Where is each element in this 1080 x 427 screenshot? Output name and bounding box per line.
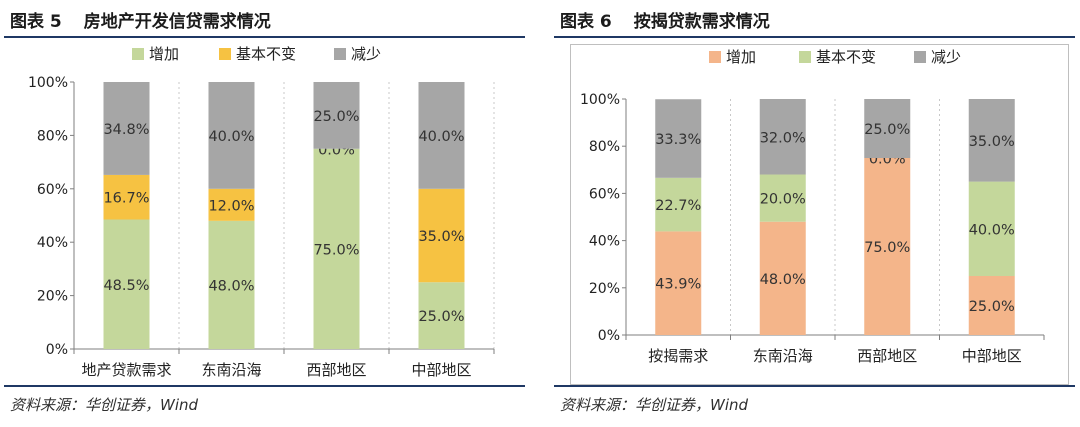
- legend-swatch: [132, 48, 144, 60]
- data-label: 33.3%: [655, 132, 701, 148]
- legend-label: 增加: [726, 48, 756, 66]
- bar-segment: [418, 82, 465, 189]
- category-label: 地产贷款需求: [81, 361, 171, 379]
- bar-segment: [655, 99, 702, 178]
- data-label: 40.0%: [969, 222, 1015, 238]
- chart-panel-right: 图表 6 按揭贷款需求情况 0% 20% 40% 60% 80% 100% 43.9% 22.7…: [554, 0, 1075, 427]
- bar-segment: [103, 82, 150, 175]
- bar-segment: [968, 276, 1015, 335]
- bar-segment: [418, 188, 465, 283]
- bar-segment: [103, 219, 150, 349]
- category-label: 西部地区: [857, 347, 917, 365]
- data-label: 43.9%: [655, 277, 701, 293]
- data-label: 48.0%: [208, 278, 254, 294]
- bar-segment: [759, 174, 806, 222]
- title-rule: [4, 36, 525, 38]
- figure-title-text: 按揭贷款需求情况: [633, 12, 770, 32]
- legend-label: 减少: [351, 45, 381, 63]
- y-tick-label: 0%: [46, 342, 68, 358]
- bar-segment: [968, 99, 1015, 182]
- stacked-bar-chart-right: 0% 20% 40% 60% 80% 100% 43.9% 22.7% 33.3% 按揭需求 48.…: [580, 48, 1045, 365]
- bar-segment: [968, 181, 1015, 276]
- data-label: 25.0%: [418, 309, 464, 325]
- bar-segment: [655, 231, 702, 335]
- bar-segment: [655, 177, 702, 232]
- data-label: 75.0%: [313, 242, 359, 258]
- legend-label: 基本不变: [816, 48, 876, 66]
- figure-number: 图表 6: [560, 12, 612, 32]
- category-label: 东南沿海: [753, 347, 813, 365]
- bar-segment: [208, 82, 255, 189]
- bar-segment: [864, 158, 911, 335]
- chart-frame: [570, 44, 1069, 385]
- y-tick-label: 20%: [589, 281, 620, 297]
- data-label: 75.0%: [864, 240, 910, 256]
- data-label: 40.0%: [208, 129, 254, 145]
- bar-segment: [759, 99, 806, 175]
- legend-label: 基本不变: [236, 45, 296, 63]
- title-rule: [554, 36, 1075, 38]
- bar-segment: [313, 148, 360, 349]
- legend-swatch: [799, 51, 811, 63]
- y-tick-label: 80%: [37, 128, 68, 144]
- y-tick-label: 0%: [598, 328, 620, 344]
- y-tick-label: 40%: [589, 234, 620, 250]
- data-label: 34.8%: [103, 122, 149, 138]
- source-rule: [554, 385, 1075, 387]
- data-label: 48.5%: [103, 278, 149, 294]
- source-note: 资料来源：华创证券，Wind: [560, 396, 749, 414]
- figure-title: 图表 6 按揭贷款需求情况: [560, 7, 770, 32]
- y-tick-label: 80%: [589, 139, 620, 155]
- data-label: 20.0%: [760, 192, 806, 208]
- figure-title: 图表 5 房地产开发信贷需求情况: [10, 7, 271, 32]
- data-label: 40.0%: [418, 129, 464, 145]
- y-tick-label: 100%: [580, 92, 620, 108]
- category-label: 中部地区: [411, 361, 471, 379]
- data-label: 48.0%: [760, 272, 806, 288]
- bar-segment: [864, 99, 911, 158]
- data-label: 32.0%: [760, 130, 806, 146]
- source-note: 资料来源：华创证券，Wind: [10, 396, 199, 414]
- chart-panel-left: 图表 5 房地产开发信贷需求情况 0% 20% 40% 60% 80% 100% 48.5% 1…: [4, 0, 525, 427]
- figure-number: 图表 5: [10, 12, 62, 32]
- bar-segment: [208, 220, 255, 349]
- data-label: 22.7%: [655, 198, 701, 214]
- data-label: 16.7%: [103, 191, 149, 207]
- category-label: 按揭需求: [648, 347, 708, 365]
- stacked-bar-chart-left: 0% 20% 40% 60% 80% 100% 48.5% 16.7% 34.8% 地产贷款需求 4…: [28, 45, 495, 379]
- bar-segment: [313, 82, 360, 149]
- bar-segment: [103, 174, 150, 220]
- source-rule: [4, 385, 525, 387]
- y-tick-label: 60%: [589, 186, 620, 202]
- bar-segment: [759, 221, 806, 335]
- data-label: 25.0%: [864, 122, 910, 138]
- y-tick-label: 20%: [37, 289, 68, 305]
- data-label: 35.0%: [418, 229, 464, 245]
- legend-swatch: [709, 51, 721, 63]
- legend-swatch: [219, 48, 231, 60]
- category-label: 东南沿海: [201, 361, 261, 379]
- category-label: 中部地区: [962, 347, 1022, 365]
- bar-segment: [418, 282, 465, 349]
- legend-label: 减少: [931, 48, 961, 66]
- y-tick-label: 40%: [37, 235, 68, 251]
- legend-swatch: [334, 48, 346, 60]
- figure-title-text: 房地产开发信贷需求情况: [83, 12, 271, 32]
- category-label: 西部地区: [306, 361, 366, 379]
- y-tick-label: 100%: [28, 75, 68, 91]
- bar-segment: [208, 188, 255, 221]
- y-tick-label: 60%: [37, 182, 68, 198]
- data-label: 25.0%: [313, 109, 359, 125]
- data-label: 35.0%: [969, 134, 1015, 150]
- legend-swatch: [914, 51, 926, 63]
- data-label: 25.0%: [969, 299, 1015, 315]
- data-label: 12.0%: [208, 198, 254, 214]
- legend-label: 增加: [149, 45, 179, 63]
